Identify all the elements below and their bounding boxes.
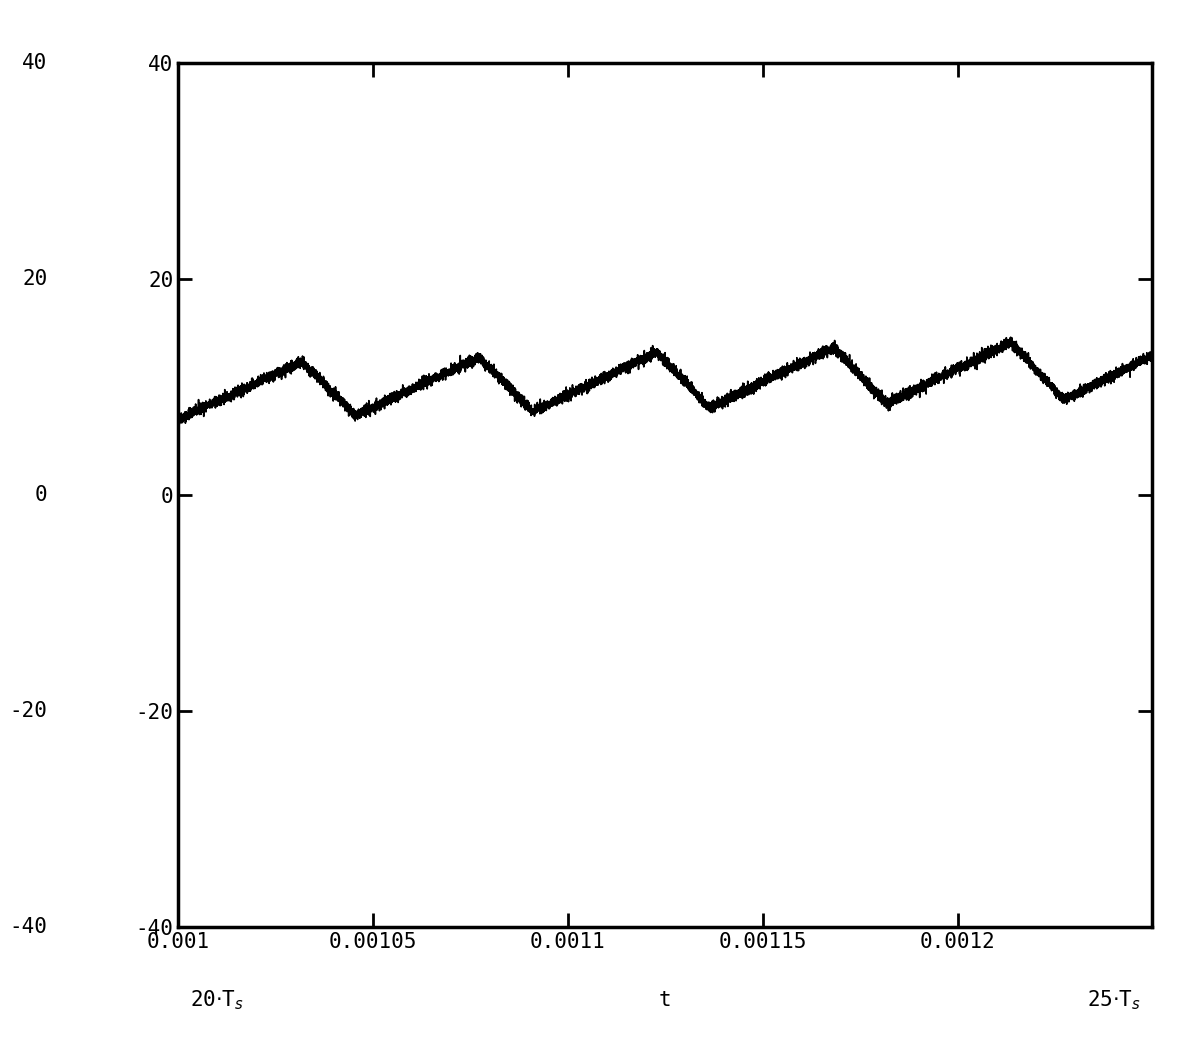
Text: t: t [659, 991, 671, 1010]
Text: 40: 40 [23, 54, 48, 73]
Text: 0: 0 [34, 485, 48, 504]
Text: 20$\cdot$T$_s$: 20$\cdot$T$_s$ [190, 989, 244, 1012]
Text: -20: -20 [10, 701, 48, 720]
Text: 25$\cdot$T$_s$: 25$\cdot$T$_s$ [1087, 989, 1140, 1012]
Text: -40: -40 [10, 917, 48, 936]
Text: 20: 20 [23, 270, 48, 289]
